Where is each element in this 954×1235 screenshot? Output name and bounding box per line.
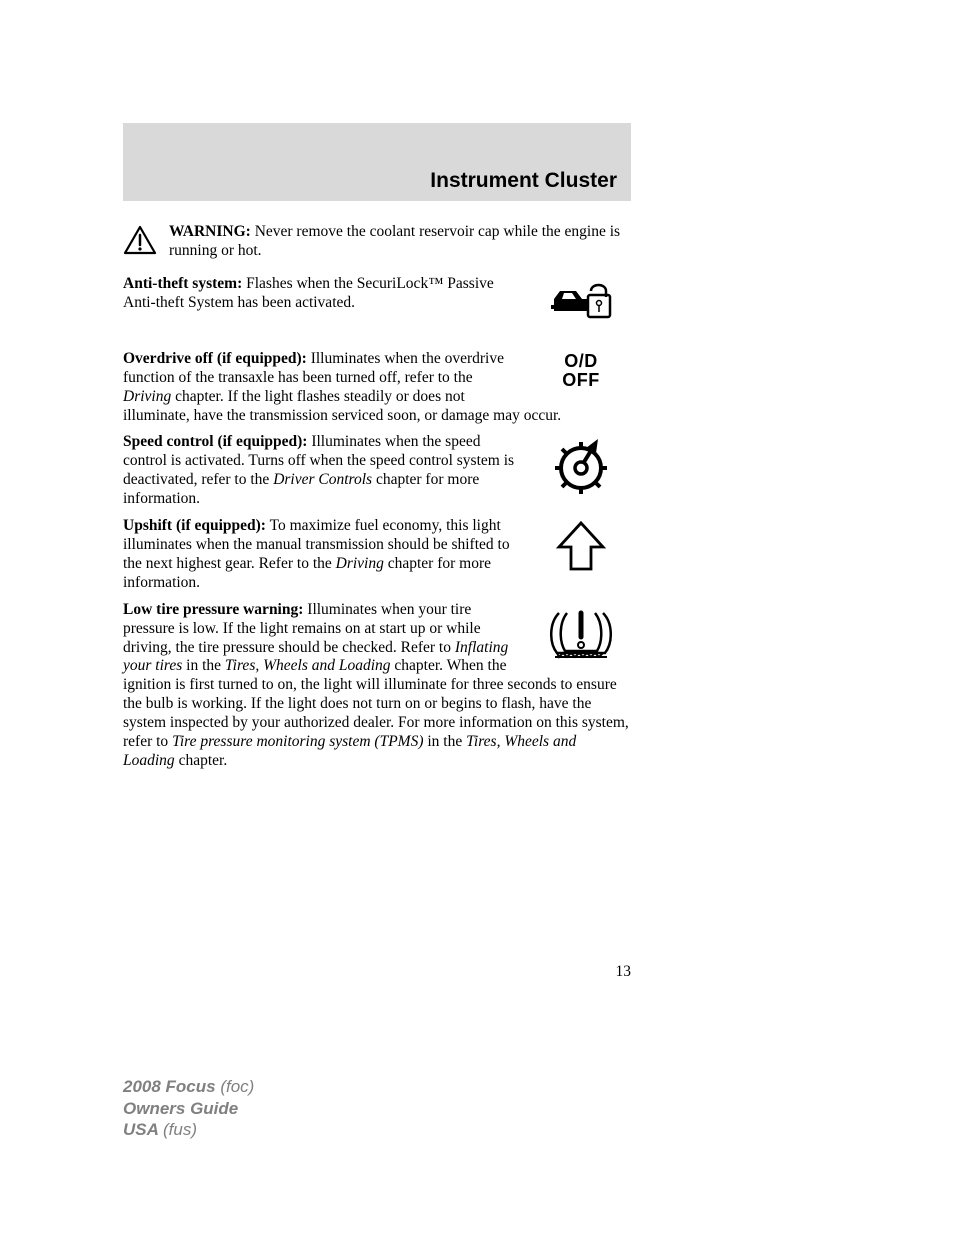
warning-text: WARNING: Never remove the coolant reserv… — [163, 223, 631, 261]
section-tire: Low tire pressure warning: Illuminates w… — [123, 601, 631, 771]
anti-theft-title: Anti-theft system: — [123, 275, 242, 292]
tire-pressure-icon — [531, 603, 631, 668]
tire-title: Low tire pressure warning: — [123, 601, 303, 618]
page-title: Instrument Cluster — [430, 169, 617, 193]
footer-code2: (fus) — [163, 1120, 197, 1139]
section-overdrive: O/D OFF Overdrive off (if equipped): Ill… — [123, 350, 631, 428]
footer-region: USA — [123, 1120, 163, 1139]
od-line1: O/D — [531, 352, 631, 371]
section-speed: Speed control (if equipped): Illuminates… — [123, 433, 631, 511]
tire-m3: in the — [424, 733, 467, 750]
page-content: WARNING: Never remove the coolant reserv… — [123, 223, 631, 777]
section-upshift: Upshift (if equipped): To maximize fuel … — [123, 517, 631, 595]
section-anti-theft: Anti-theft system: Flashes when the Secu… — [123, 275, 631, 344]
upshift-title: Upshift (if equipped): — [123, 517, 266, 534]
upshift-italic: Driving — [336, 555, 384, 572]
speed-italic: Driver Controls — [273, 471, 372, 488]
tire-it2: Tires, Wheels and Loading — [225, 657, 391, 674]
header-bar: Instrument Cluster — [123, 123, 631, 201]
overdrive-off-icon: O/D OFF — [531, 352, 631, 390]
speed-title: Speed control (if equipped): — [123, 433, 307, 450]
tire-m1: in the — [182, 657, 225, 674]
speed-control-icon — [531, 435, 631, 500]
warning-block: WARNING: Never remove the coolant reserv… — [123, 223, 631, 261]
overdrive-italic: Driving — [123, 388, 171, 405]
footer: 2008 Focus (foc) Owners Guide USA (fus) — [123, 1076, 254, 1140]
warning-icon — [123, 223, 163, 260]
overdrive-title: Overdrive off (if equipped): — [123, 350, 307, 367]
footer-model: 2008 Focus — [123, 1077, 220, 1096]
od-line2: OFF — [531, 371, 631, 390]
overdrive-tail: chapter. If the light flashes steadily o… — [123, 388, 561, 424]
anti-theft-icon — [531, 277, 631, 326]
upshift-icon — [531, 519, 631, 580]
footer-guide: Owners Guide — [123, 1099, 238, 1118]
footer-code1: (foc) — [220, 1077, 254, 1096]
tire-tail: chapter. — [175, 752, 228, 769]
tire-it3: Tire pressure monitoring system (TPMS) — [172, 733, 423, 750]
warning-label: WARNING: — [169, 223, 251, 240]
page-number: 13 — [616, 963, 632, 981]
